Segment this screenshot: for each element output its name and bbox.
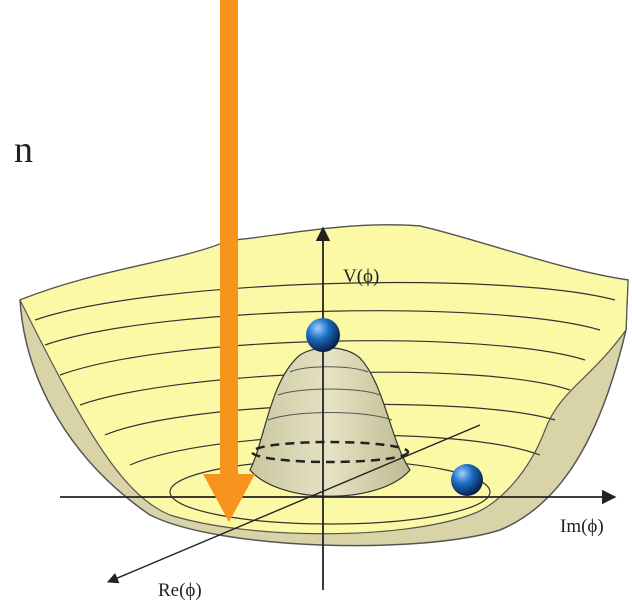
ball-top <box>306 318 340 352</box>
orange-arrow-shaft <box>220 0 238 480</box>
partial-text: n <box>14 129 33 171</box>
re-axis-label: Re(ϕ) <box>158 580 202 601</box>
ball-bottom <box>451 464 483 496</box>
v-axis-label: V(ϕ) <box>343 266 379 287</box>
diagram: n V(ϕ) Im(ϕ) Re(ϕ) <box>0 0 632 610</box>
im-axis-label: Im(ϕ) <box>560 516 604 537</box>
